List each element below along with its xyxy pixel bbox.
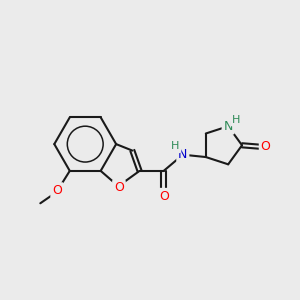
Text: O: O	[114, 181, 124, 194]
Text: N: N	[224, 120, 233, 133]
Text: O: O	[261, 140, 271, 153]
Text: H: H	[171, 141, 180, 152]
Text: O: O	[159, 190, 169, 203]
Text: O: O	[52, 184, 62, 197]
Text: N: N	[178, 148, 188, 161]
Text: H: H	[232, 115, 241, 125]
